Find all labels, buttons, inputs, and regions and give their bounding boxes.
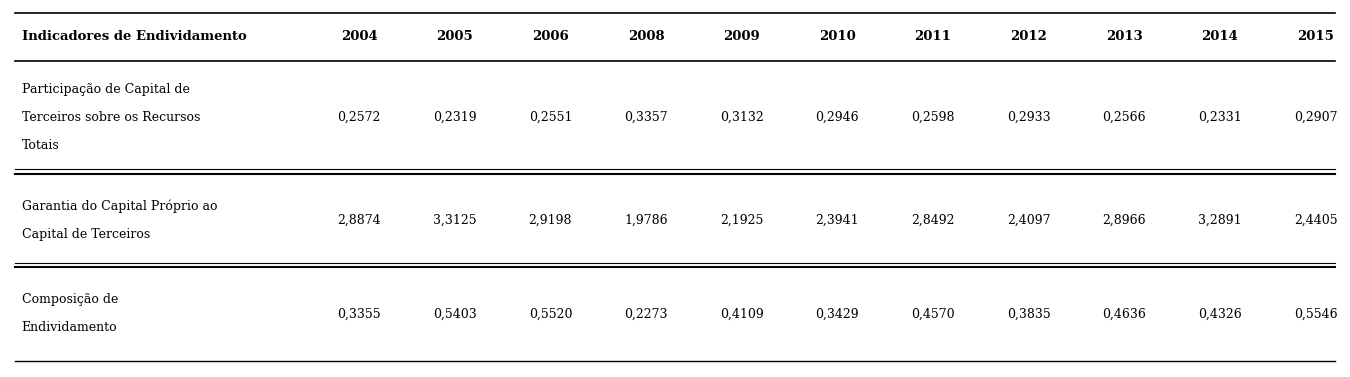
Text: 2009: 2009 [724, 31, 760, 43]
Text: 0,2946: 0,2946 [815, 111, 859, 124]
Text: 0,3429: 0,3429 [815, 307, 859, 320]
Text: 0,3132: 0,3132 [720, 111, 764, 124]
Text: 0,5546: 0,5546 [1293, 307, 1338, 320]
Text: 2004: 2004 [340, 31, 378, 43]
Text: 0,4570: 0,4570 [911, 307, 954, 320]
Text: 0,4636: 0,4636 [1103, 307, 1146, 320]
Text: 3,3125: 3,3125 [433, 214, 477, 227]
Text: 0,3357: 0,3357 [624, 111, 668, 124]
Text: 2008: 2008 [628, 31, 664, 43]
Text: 2,3941: 2,3941 [815, 214, 859, 227]
Text: 2011: 2011 [914, 31, 952, 43]
Text: 0,2319: 0,2319 [433, 111, 477, 124]
Text: 0,4326: 0,4326 [1197, 307, 1242, 320]
Text: 0,2598: 0,2598 [911, 111, 954, 124]
Text: 0,4109: 0,4109 [720, 307, 764, 320]
Text: 0,2572: 0,2572 [338, 111, 381, 124]
Text: 0,2566: 0,2566 [1103, 111, 1146, 124]
Text: 0,2331: 0,2331 [1197, 111, 1242, 124]
Text: 2010: 2010 [819, 31, 856, 43]
Text: Capital de Terceiros: Capital de Terceiros [22, 228, 150, 241]
Text: 2,9198: 2,9198 [529, 214, 572, 227]
Text: 2,8966: 2,8966 [1103, 214, 1146, 227]
Text: 2012: 2012 [1010, 31, 1048, 43]
Text: 2,4405: 2,4405 [1293, 214, 1338, 227]
Text: 2014: 2014 [1202, 31, 1238, 43]
Text: 2,8874: 2,8874 [338, 214, 381, 227]
Text: 0,3355: 0,3355 [338, 307, 381, 320]
Text: Participação de Capital de: Participação de Capital de [22, 83, 189, 96]
Text: 2,4097: 2,4097 [1007, 214, 1050, 227]
Text: 2,8492: 2,8492 [911, 214, 954, 227]
Text: 1,9786: 1,9786 [624, 214, 668, 227]
Text: Totais: Totais [22, 139, 59, 152]
Text: 0,2907: 0,2907 [1293, 111, 1338, 124]
Text: 2015: 2015 [1297, 31, 1334, 43]
Text: 2006: 2006 [532, 31, 568, 43]
Text: Indicadores de Endividamento: Indicadores de Endividamento [22, 31, 246, 43]
Text: 2,1925: 2,1925 [720, 214, 763, 227]
Text: 0,2933: 0,2933 [1007, 111, 1050, 124]
Text: Composição de: Composição de [22, 293, 117, 307]
Text: 0,2273: 0,2273 [624, 307, 668, 320]
Text: 0,2551: 0,2551 [529, 111, 572, 124]
Text: 0,5520: 0,5520 [529, 307, 572, 320]
Text: Garantia do Capital Próprio ao: Garantia do Capital Próprio ao [22, 199, 217, 213]
Text: 0,3835: 0,3835 [1007, 307, 1050, 320]
Text: 3,2891: 3,2891 [1199, 214, 1242, 227]
Text: 2005: 2005 [436, 31, 472, 43]
Text: Endividamento: Endividamento [22, 322, 117, 334]
Text: 2013: 2013 [1106, 31, 1142, 43]
Text: 0,5403: 0,5403 [433, 307, 477, 320]
Text: Terceiros sobre os Recursos: Terceiros sobre os Recursos [22, 111, 200, 124]
